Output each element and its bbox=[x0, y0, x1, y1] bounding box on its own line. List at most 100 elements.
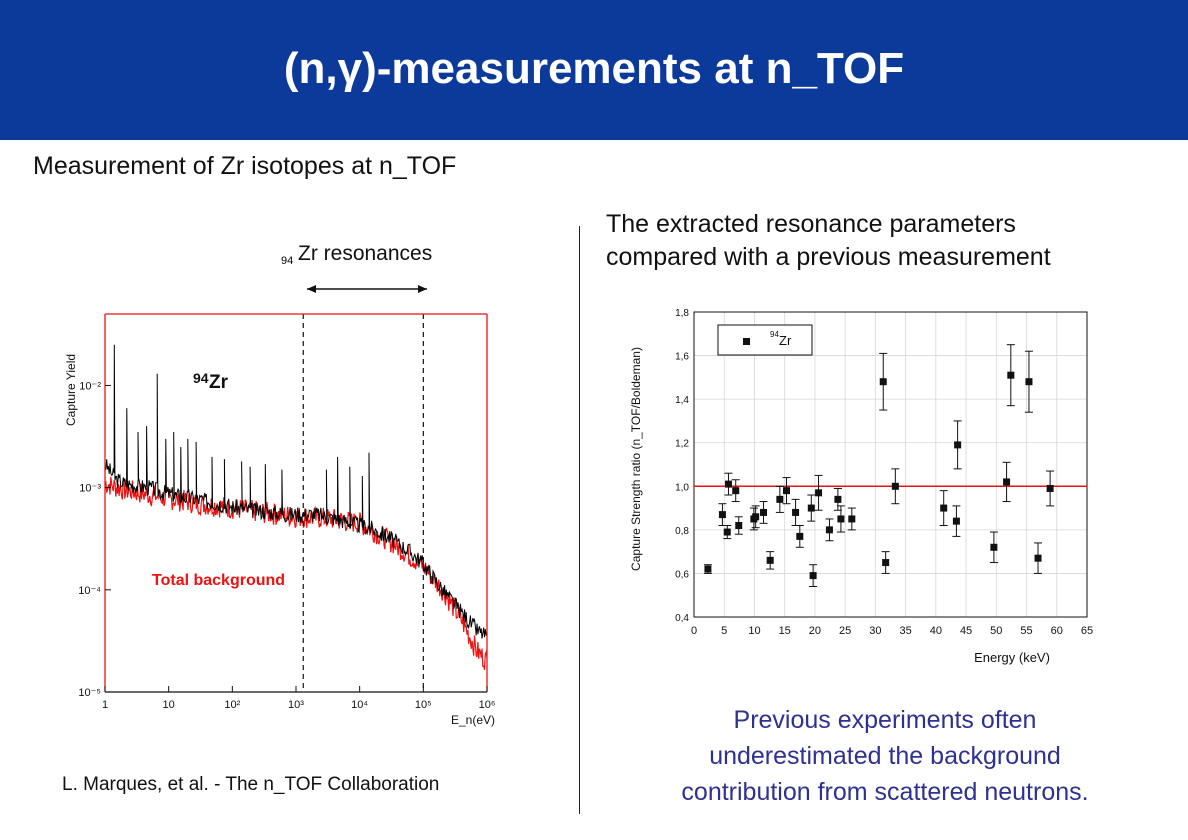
ratio-x-tick-label: 5 bbox=[721, 625, 727, 637]
capture-strength-ratio-chart: 0 5 10 15 20 25 30 35 40 45 50 55 60 65 0,4 0,6 0,8 1,0 1,… bbox=[629, 308, 1093, 665]
ratio-data-points bbox=[703, 344, 1055, 587]
ratio-data-point bbox=[834, 495, 842, 503]
slide-subtitle: Measurement of Zr isotopes at n_TOF bbox=[33, 152, 457, 180]
ratio-data-point bbox=[891, 482, 899, 490]
y-tick-label: 10⁻² bbox=[79, 380, 101, 392]
ratio-y-tick-label: 1,8 bbox=[675, 308, 689, 319]
ratio-data-point bbox=[1007, 371, 1015, 379]
ratio-x-tick-label: 55 bbox=[1020, 625, 1032, 637]
ratio-data-point bbox=[704, 565, 712, 573]
x-tick-label: 10² bbox=[224, 699, 240, 711]
ratio-data-point bbox=[882, 559, 890, 567]
conclusion-line-1: Previous experiments often bbox=[733, 706, 1037, 734]
ratio-data-point bbox=[752, 513, 760, 521]
capture-yield-chart: 94 Zr resonances 1 10 10² 10³ 10⁴ 10⁵ 10⁶10⁻⁵1… bbox=[64, 242, 496, 727]
zr94-series-line bbox=[104, 344, 488, 639]
ratio-x-tick-label: 50 bbox=[990, 625, 1002, 637]
ratio-data-point bbox=[718, 511, 726, 519]
ratio-data-point bbox=[732, 487, 740, 495]
resonance-intro: The extracted resonance parameters compa… bbox=[606, 208, 1051, 274]
background-label: Total background bbox=[152, 572, 285, 589]
ratio-data-point bbox=[1034, 554, 1042, 562]
ratio-data-point bbox=[796, 532, 804, 540]
ratio-x-tick-label: 20 bbox=[809, 625, 821, 637]
legend-box bbox=[717, 324, 813, 356]
capture-yield-plot-area bbox=[104, 314, 488, 692]
ratio-data-point bbox=[1046, 484, 1054, 492]
ratio-x-tick-label: 45 bbox=[960, 625, 972, 637]
resonance-intro-line-1: The extracted resonance parameters bbox=[606, 210, 1016, 238]
conclusion-text: Previous experiments often underestimate… bbox=[612, 702, 1158, 810]
ratio-data-point bbox=[954, 441, 962, 449]
ratio-y-tick-label: 0,6 bbox=[675, 569, 689, 580]
ratio-data-point bbox=[792, 508, 800, 516]
y-tick-label: 10⁻⁵ bbox=[78, 687, 101, 699]
ratio-data-point bbox=[735, 522, 743, 529]
ratio-data-point bbox=[776, 495, 784, 503]
ratio-y-tick-label: 1,6 bbox=[675, 352, 689, 363]
ratio-legend: 94 Zr bbox=[717, 324, 813, 356]
ratio-x-tick-label: 60 bbox=[1051, 625, 1063, 637]
ratio-x-tick-label: 0 bbox=[691, 625, 697, 637]
range-label: Zr resonances bbox=[298, 242, 432, 265]
x-tick-label: 10⁴ bbox=[351, 699, 368, 711]
ratio-x-tick-label: 65 bbox=[1081, 625, 1093, 637]
credit-line: L. Marques, et al. - The n_TOF Collabora… bbox=[62, 774, 440, 795]
x-tick-label: 10 bbox=[163, 699, 175, 711]
ratio-data-point bbox=[807, 504, 815, 512]
legend-label-sup: 94 bbox=[770, 330, 779, 339]
legend-marker bbox=[743, 338, 750, 345]
ratio-x-tick-label: 40 bbox=[930, 625, 942, 637]
ratio-plot-frame: 0 5 10 15 20 25 30 35 40 45 50 55 60 65 0,4 0,6 0,8 1,0 1,… bbox=[675, 308, 1093, 637]
ratio-data-point bbox=[837, 515, 845, 523]
x-tick-label: 10⁶ bbox=[479, 699, 496, 711]
conclusion-line-2: underestimated the background bbox=[709, 742, 1061, 770]
legend-label: Zr bbox=[779, 333, 792, 348]
resonance-range-annotation: 94 Zr resonances bbox=[281, 242, 432, 293]
ratio-y-tick-label: 1,4 bbox=[675, 395, 689, 406]
ratio-data-point bbox=[952, 517, 960, 525]
capture-yield-axes: 1 10 10² 10³ 10⁴ 10⁵ 10⁶ 10⁻⁵ 10⁻⁴ 10⁻³ 10⁻² bbox=[78, 313, 496, 711]
resonance-intro-line-2: compared with a previous measurement bbox=[606, 243, 1051, 271]
ratio-y-axis-label: Capture Strength ratio (n_TOF/Boldeman) bbox=[629, 347, 643, 571]
column-divider bbox=[579, 226, 580, 814]
x-tick-label: 10⁵ bbox=[415, 699, 432, 711]
slide-title: (n,γ)-measurements at n_TOF bbox=[283, 44, 905, 93]
ratio-x-tick-label: 15 bbox=[779, 625, 791, 637]
y-axis-label: Capture Yield bbox=[64, 354, 78, 426]
title-bar: (n,γ)-measurements at n_TOF bbox=[0, 0, 1188, 140]
ratio-data-point bbox=[1025, 378, 1033, 386]
ratio-data-point bbox=[724, 480, 732, 488]
ratio-plot-border bbox=[693, 311, 1088, 618]
isotope-label: Zr bbox=[209, 372, 229, 393]
conclusion-line-3: contribution from scattered neutrons. bbox=[681, 778, 1089, 806]
ratio-data-point bbox=[990, 543, 998, 551]
ratio-data-point bbox=[766, 556, 774, 564]
ratio-data-point bbox=[815, 489, 823, 497]
ratio-x-axis-label: Energy (keV) bbox=[974, 650, 1050, 665]
y-tick-label: 10⁻³ bbox=[79, 483, 101, 495]
ratio-data-point bbox=[760, 508, 768, 516]
ratio-y-tick-label: 1,0 bbox=[675, 482, 689, 493]
ratio-data-point bbox=[783, 487, 791, 495]
ratio-y-tick-label: 0,4 bbox=[675, 613, 689, 624]
ratio-x-tick-label: 30 bbox=[869, 625, 881, 637]
ratio-data-point bbox=[809, 572, 817, 580]
x-tick-label: 1 bbox=[102, 699, 108, 711]
ratio-data-point bbox=[825, 526, 833, 534]
ratio-y-tick-label: 0,8 bbox=[675, 526, 689, 537]
ratio-data-point bbox=[848, 515, 856, 523]
ratio-x-tick-label: 25 bbox=[839, 625, 851, 637]
ratio-x-tick-label: 10 bbox=[748, 625, 760, 637]
y-tick-label: 10⁻⁴ bbox=[78, 585, 101, 597]
ratio-data-point bbox=[940, 504, 948, 512]
ratio-y-tick-label: 1,2 bbox=[675, 439, 689, 450]
isotope-label-sup: 94 bbox=[193, 370, 209, 386]
x-axis-label: E_n(eV) bbox=[451, 713, 495, 727]
ratio-data-point bbox=[1003, 478, 1011, 486]
ratio-data-point bbox=[723, 528, 731, 536]
range-label-sup: 94 bbox=[281, 255, 293, 267]
ratio-x-tick-label: 35 bbox=[899, 625, 911, 637]
ratio-data-point bbox=[879, 378, 887, 386]
x-tick-label: 10³ bbox=[288, 699, 304, 711]
